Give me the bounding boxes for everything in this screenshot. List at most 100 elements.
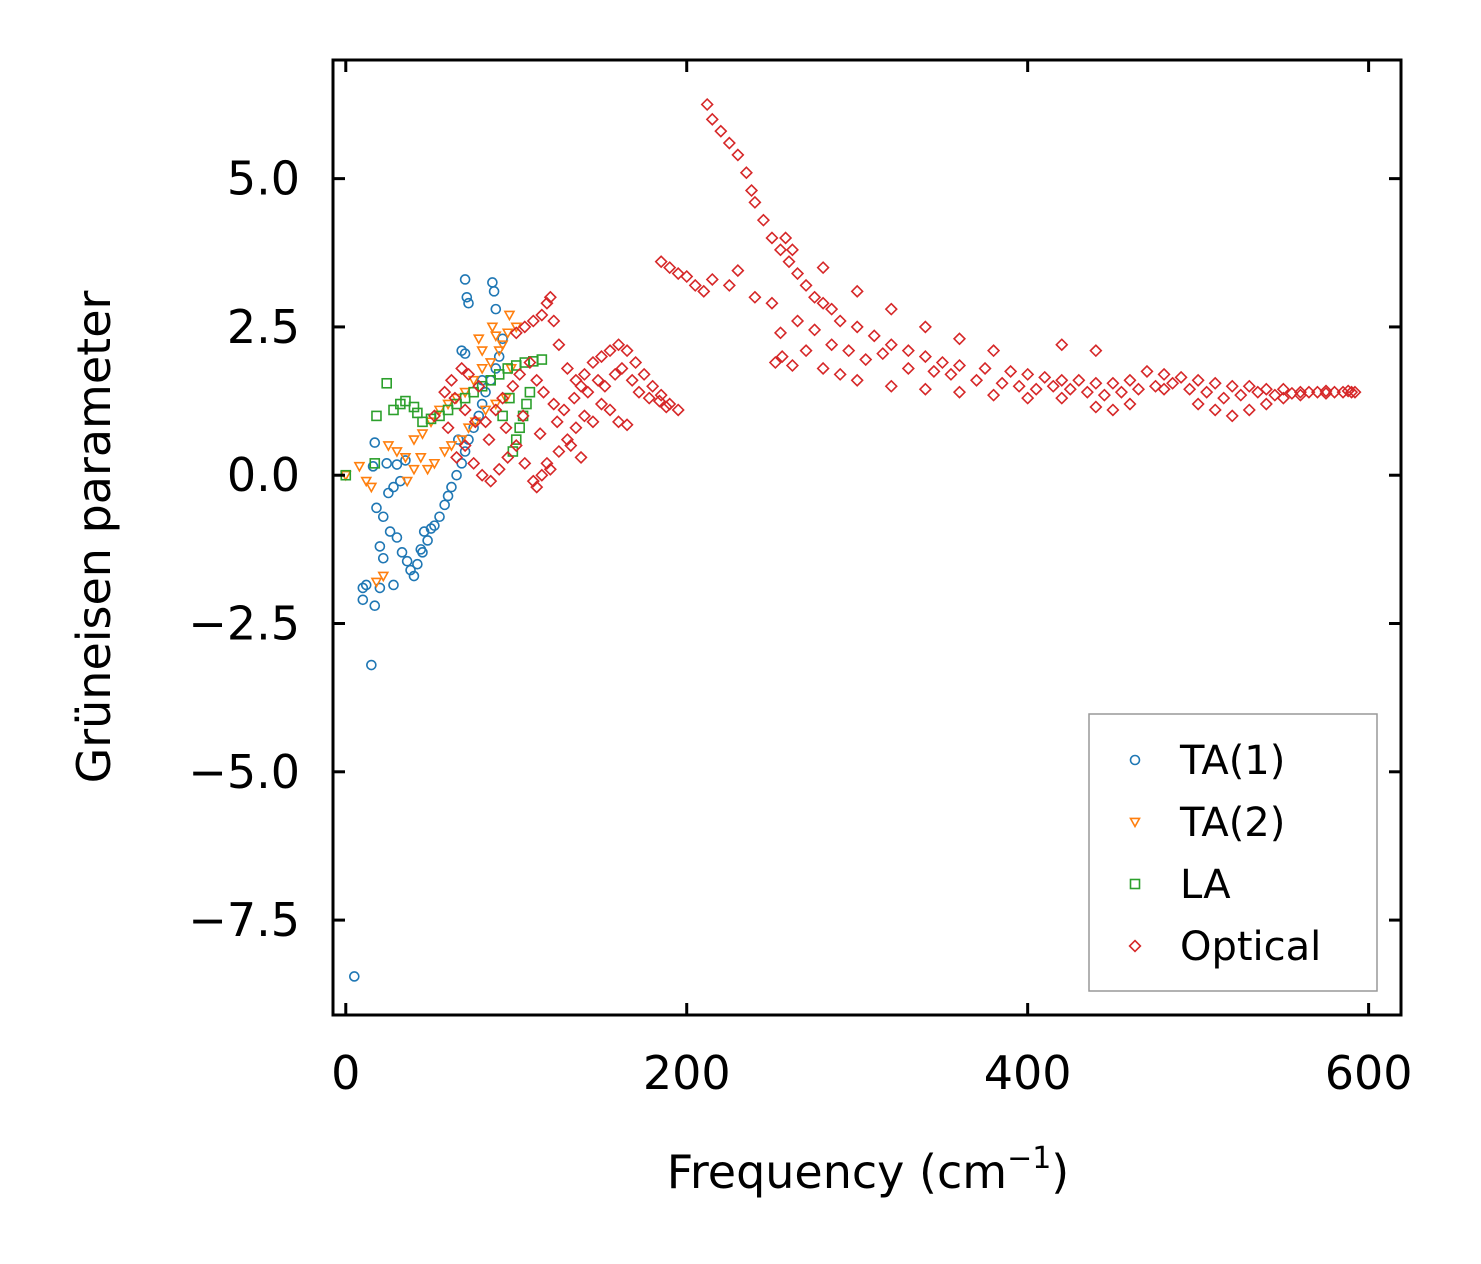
data-point: [1208, 403, 1222, 417]
data-point: [391, 459, 403, 470]
data-point: [353, 461, 366, 473]
data-point: [408, 570, 420, 582]
data-point: [952, 332, 967, 346]
data-point: [901, 344, 915, 358]
data-layer: [339, 97, 1362, 982]
data-point: [526, 314, 540, 328]
data-point: [366, 659, 377, 671]
data-point: [1089, 400, 1103, 414]
data-point: [461, 291, 473, 303]
data-point: [1123, 373, 1137, 387]
data-point: [493, 369, 505, 380]
data-point: [1268, 388, 1282, 402]
data-point: [1148, 379, 1163, 393]
data-point: [493, 346, 506, 357]
data-point: [535, 468, 549, 482]
legend-marker-optical: [1128, 939, 1142, 953]
data-point: [489, 403, 503, 417]
data-point: [455, 435, 468, 446]
data-point: [557, 403, 571, 417]
x-axis-ticks: 0 200 400 600: [331, 60, 1413, 1100]
data-point: [1106, 403, 1120, 417]
data-point: [374, 541, 386, 552]
data-point: [408, 464, 420, 476]
data-point: [450, 450, 464, 464]
data-point: [612, 415, 626, 429]
data-point: [1191, 397, 1205, 411]
data-point: [1123, 397, 1137, 411]
data-point: [552, 444, 566, 459]
data-point: [412, 558, 423, 570]
data-point: [978, 361, 992, 375]
data-point: [1302, 385, 1316, 399]
data-point: [620, 344, 634, 358]
data-point: [577, 409, 591, 423]
data-point: [1140, 364, 1154, 378]
data-point: [499, 421, 513, 435]
legend-marker-ta-1-: [1129, 754, 1141, 766]
data-point: [461, 367, 476, 381]
data-point: [779, 231, 793, 245]
data-point: [459, 387, 471, 399]
data-point: [808, 323, 822, 337]
data-point: [574, 450, 588, 464]
data-point: [510, 434, 522, 445]
data-point: [1089, 376, 1103, 390]
data-point: [357, 594, 369, 606]
data-point: [1191, 373, 1205, 387]
data-point: [1348, 385, 1362, 399]
x-axis-title-end: ): [1051, 1145, 1069, 1199]
data-point: [1021, 367, 1035, 381]
data-point: [442, 404, 454, 416]
data-point: [581, 385, 595, 399]
data-point: [455, 361, 469, 375]
data-point: [482, 433, 496, 447]
data-point: [791, 267, 805, 281]
data-point: [1251, 385, 1265, 399]
data-point: [842, 344, 856, 358]
data-point: [405, 564, 416, 576]
data-point: [1285, 386, 1299, 400]
legend-markers: [1128, 754, 1142, 953]
data-point: [1208, 376, 1222, 390]
data-point: [1225, 409, 1239, 423]
data-point: [560, 361, 574, 375]
data-point: [603, 403, 617, 417]
data-point: [365, 482, 378, 494]
data-point: [451, 398, 462, 410]
data-point: [705, 272, 719, 287]
series-ta-1-: [349, 274, 508, 982]
data-point: [488, 286, 500, 297]
data-point: [1131, 382, 1146, 396]
data-point: [1217, 391, 1231, 405]
data-point: [521, 398, 532, 410]
data-point: [1276, 382, 1290, 396]
data-point: [671, 267, 685, 281]
data-point: [468, 386, 479, 398]
data-point: [506, 379, 520, 393]
data-point: [399, 453, 412, 464]
y-tick-label: 5.0: [227, 152, 300, 206]
y-tick-label: 2.5: [227, 300, 300, 354]
data-point: [739, 166, 753, 180]
data-point: [459, 348, 471, 359]
data-point: [370, 577, 383, 589]
data-point: [744, 183, 759, 198]
data-point: [408, 435, 420, 446]
data-point: [646, 379, 660, 393]
data-point: [503, 310, 516, 322]
data-point: [442, 399, 454, 411]
legend: TA(1) TA(2) LA Optical: [1088, 713, 1378, 992]
data-point: [381, 458, 392, 469]
data-point: [458, 403, 472, 417]
legend-label-ta2: TA(2): [1179, 800, 1285, 846]
data-point: [876, 347, 890, 361]
data-point: [560, 433, 574, 447]
data-point: [1345, 385, 1359, 399]
data-point: [490, 303, 502, 315]
data-point: [516, 409, 530, 423]
data-point: [652, 394, 666, 408]
data-point: [1242, 379, 1256, 393]
data-point: [434, 511, 445, 523]
data-point: [452, 434, 464, 445]
